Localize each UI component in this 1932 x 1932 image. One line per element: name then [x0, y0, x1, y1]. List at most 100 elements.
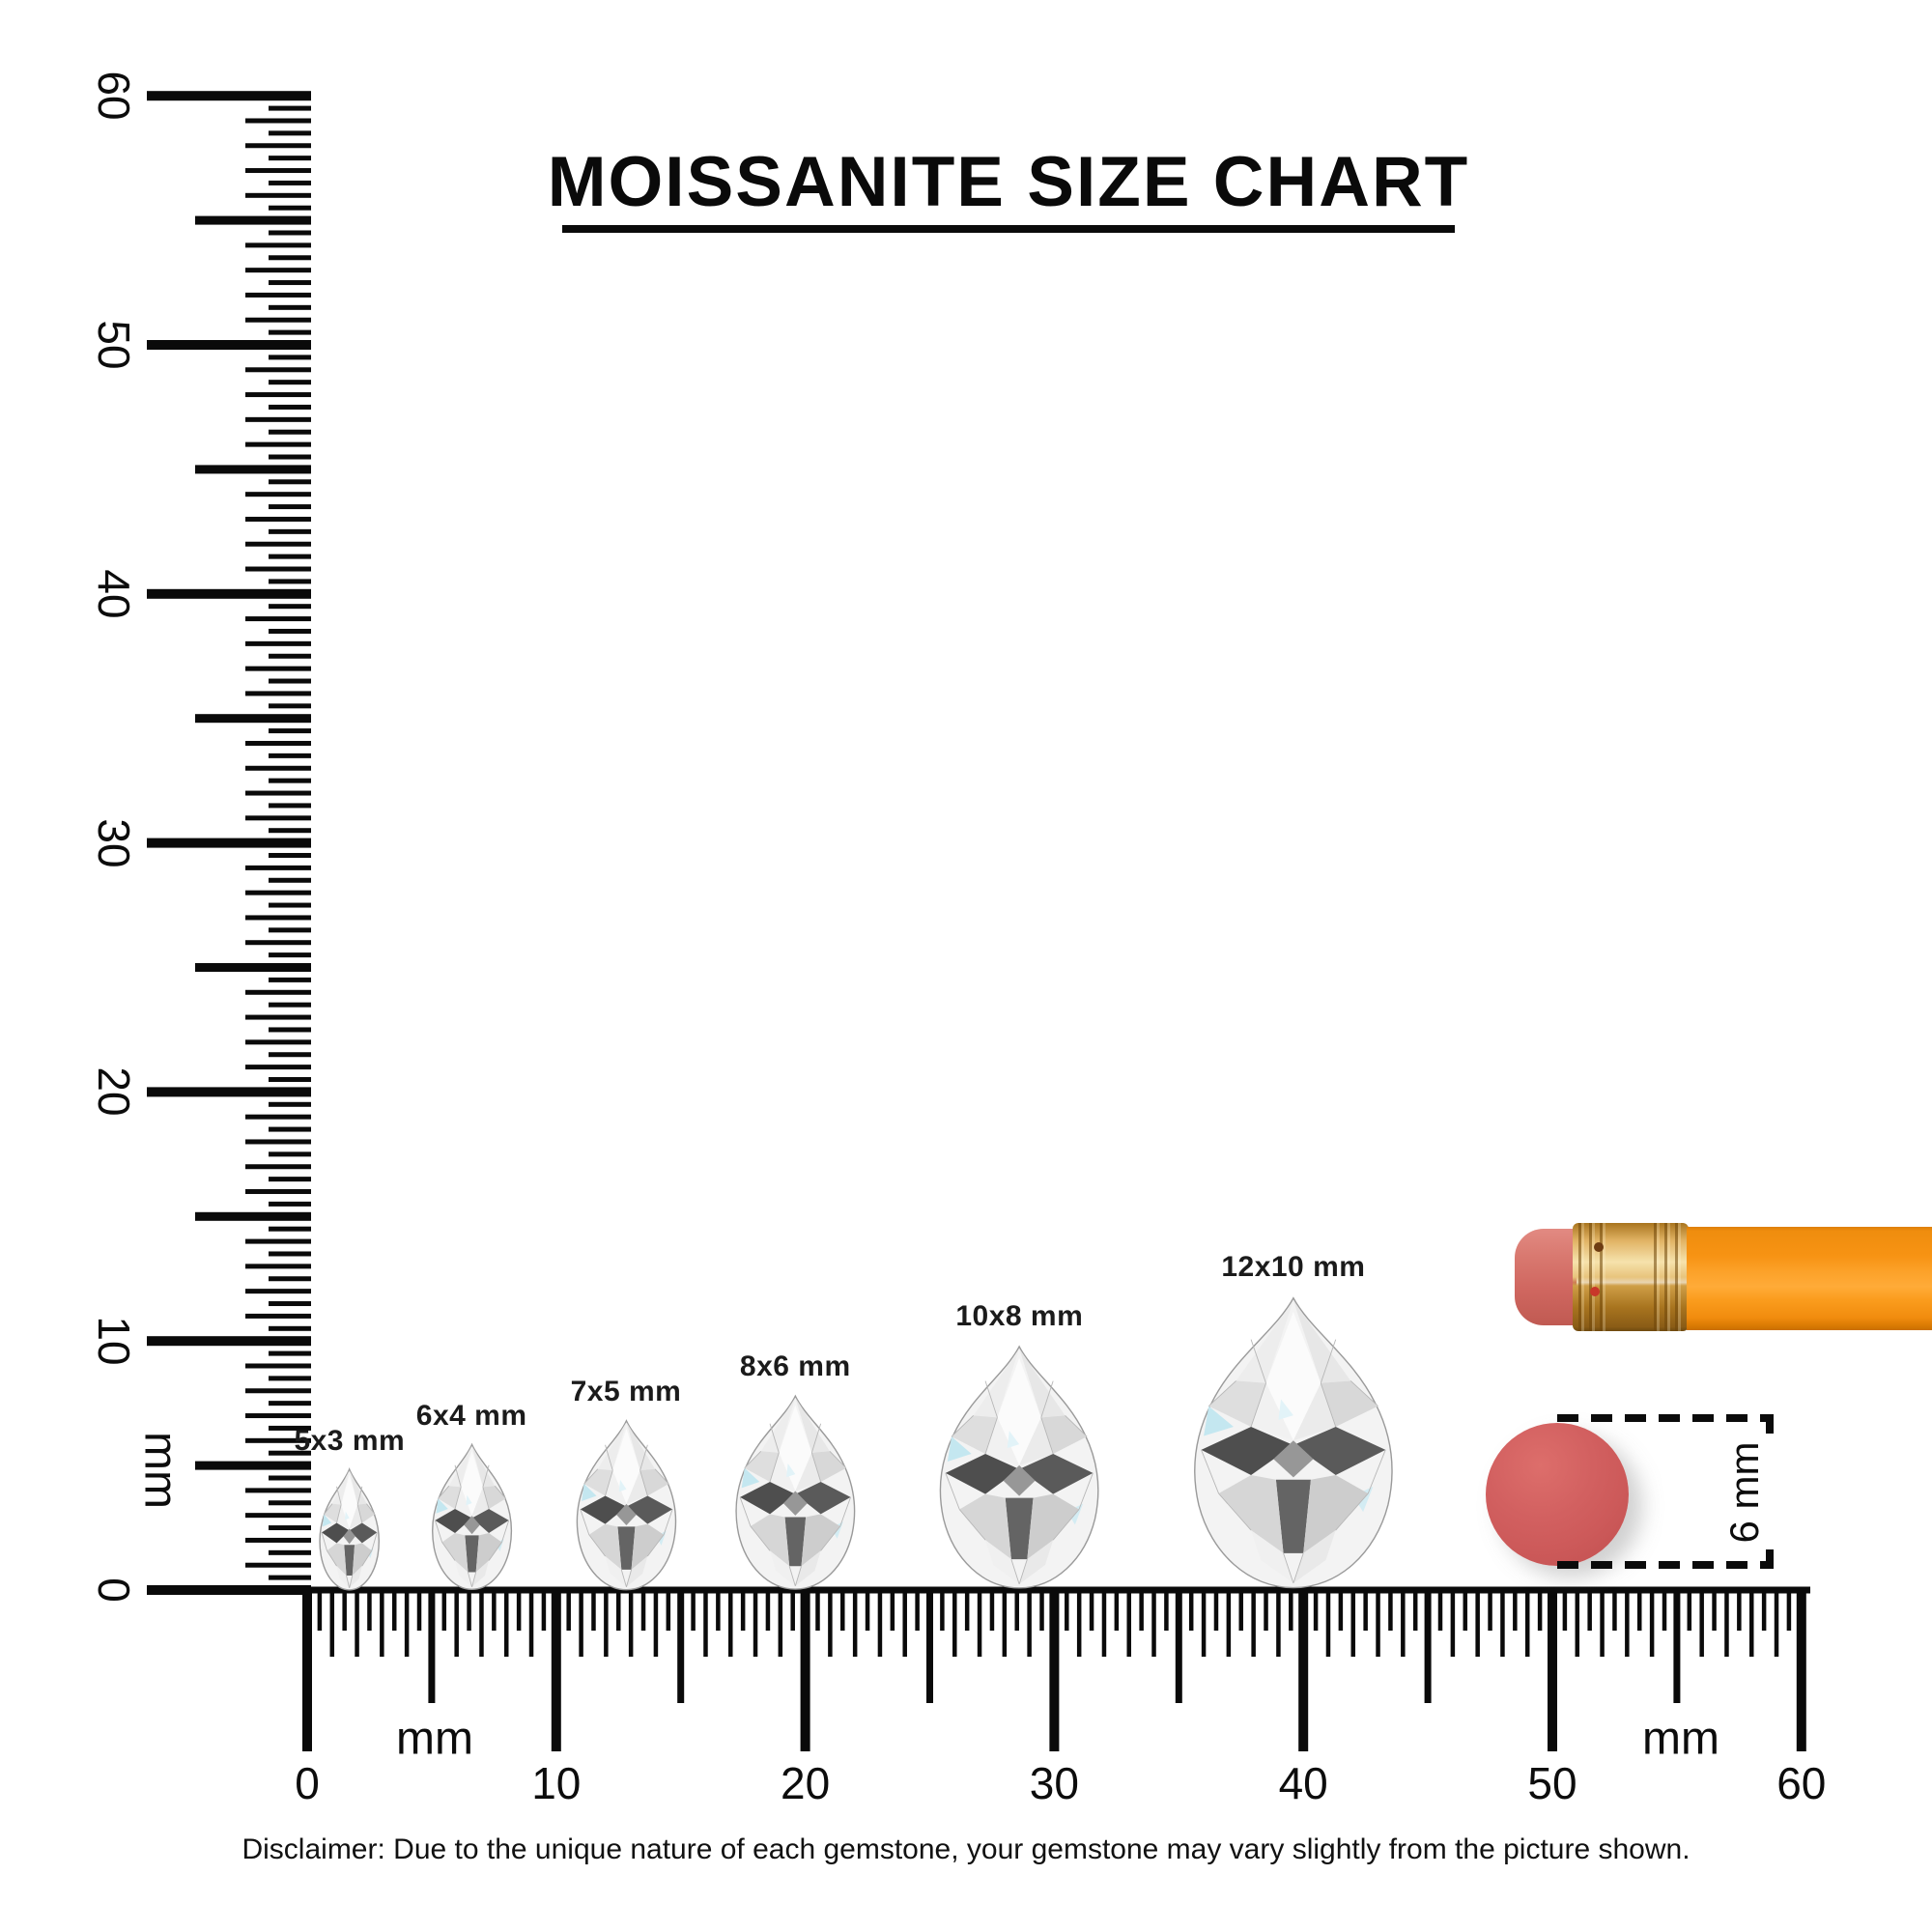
- h-tick-40.5: [1313, 1590, 1319, 1631]
- v-tick-27.5: [269, 902, 311, 908]
- v-tick-15.5: [269, 1201, 311, 1207]
- h-tick-46.5: [1463, 1590, 1468, 1631]
- pear-gem-10x8mm: [939, 1345, 1100, 1590]
- h-tick-52.5: [1612, 1590, 1617, 1631]
- pear-gem-7x5mm: [575, 1419, 676, 1591]
- h-tick-28: [1002, 1590, 1008, 1657]
- h-tick-5: [428, 1590, 436, 1703]
- vertical-ruler-label-10: 10: [89, 1316, 139, 1366]
- v-tick-34: [245, 740, 311, 746]
- v-tick-25.5: [269, 952, 311, 958]
- v-tick-19.5: [269, 1101, 311, 1107]
- h-tick-30: [1049, 1590, 1060, 1751]
- pear-gem-5x3mm: [319, 1468, 381, 1591]
- v-tick-1.5: [269, 1549, 311, 1555]
- v-tick-5.5: [269, 1450, 311, 1456]
- h-tick-44: [1401, 1590, 1406, 1657]
- horizontal-ruler-label-40: 40: [1278, 1758, 1328, 1808]
- h-tick-53.5: [1636, 1590, 1642, 1631]
- v-tick-40.5: [269, 579, 311, 584]
- v-tick-10: [147, 1336, 311, 1347]
- h-tick-2.5: [367, 1590, 372, 1631]
- v-tick-32: [245, 790, 311, 796]
- h-tick-31.5: [1089, 1590, 1094, 1631]
- h-tick-1.5: [342, 1590, 347, 1631]
- h-tick-38: [1251, 1590, 1256, 1657]
- h-tick-13: [628, 1590, 634, 1657]
- h-tick-7: [479, 1590, 484, 1657]
- v-tick-54: [245, 242, 311, 248]
- h-tick-1: [329, 1590, 335, 1657]
- h-tick-2: [355, 1590, 359, 1657]
- h-tick-47.5: [1488, 1590, 1492, 1631]
- v-tick-22: [245, 1039, 311, 1045]
- horizontal-ruler-label-20: 20: [781, 1758, 831, 1808]
- h-tick-58.5: [1761, 1590, 1767, 1631]
- horizontal-ruler-label-60: 60: [1776, 1758, 1827, 1808]
- h-tick-38.5: [1264, 1590, 1268, 1631]
- v-tick-12: [245, 1289, 311, 1294]
- disclaimer-text: Disclaimer: Due to the unique nature of …: [242, 1833, 1690, 1865]
- vertical-ruler-label-50: 50: [89, 320, 139, 370]
- h-tick-42.5: [1363, 1590, 1368, 1631]
- h-tick-37.5: [1238, 1590, 1243, 1631]
- v-tick-16.5: [269, 1177, 311, 1182]
- h-tick-36.5: [1213, 1590, 1219, 1631]
- h-tick-6.5: [467, 1590, 471, 1631]
- h-tick-32: [1101, 1590, 1107, 1657]
- gem-size-label-2: 7x5 mm: [570, 1375, 682, 1407]
- v-tick-13.5: [269, 1251, 311, 1257]
- horizontal-ruler-label-50: 50: [1527, 1758, 1577, 1808]
- v-tick-56.5: [269, 180, 311, 185]
- v-tick-45.5: [269, 454, 311, 460]
- v-tick-53.5: [269, 255, 311, 261]
- h-tick-17.5: [740, 1590, 746, 1631]
- v-tick-23: [245, 1014, 311, 1020]
- v-tick-0.5: [269, 1575, 311, 1580]
- v-tick-41.5: [269, 554, 311, 559]
- v-tick-46.5: [269, 429, 311, 435]
- h-tick-45.5: [1437, 1590, 1443, 1631]
- v-tick-40: [147, 588, 311, 599]
- v-tick-51: [245, 317, 311, 323]
- v-tick-42.5: [269, 528, 311, 534]
- h-tick-5.5: [441, 1590, 447, 1631]
- h-tick-9.5: [541, 1590, 547, 1631]
- h-tick-41.5: [1338, 1590, 1344, 1631]
- v-tick-30.5: [269, 828, 311, 834]
- h-tick-46: [1450, 1590, 1456, 1657]
- h-tick-18.5: [765, 1590, 771, 1631]
- h-tick-30.5: [1065, 1590, 1069, 1631]
- h-tick-11: [579, 1590, 583, 1657]
- v-tick-15: [195, 1211, 311, 1221]
- pear-gem-shape: [734, 1394, 856, 1590]
- eraser-diameter-label: 6 mm: [1721, 1441, 1767, 1544]
- h-tick-8.5: [516, 1590, 522, 1631]
- v-tick-2.5: [269, 1525, 311, 1531]
- v-tick-38.5: [269, 628, 311, 634]
- v-tick-6: [245, 1437, 311, 1443]
- h-tick-9: [528, 1590, 534, 1657]
- h-tick-39: [1276, 1590, 1281, 1657]
- h-tick-21.5: [840, 1590, 845, 1631]
- h-tick-21: [828, 1590, 833, 1657]
- v-tick-18.5: [269, 1126, 311, 1132]
- h-tick-56.5: [1712, 1590, 1717, 1631]
- vertical-ruler-unit-label: mm: [134, 1432, 186, 1509]
- v-tick-39: [245, 616, 311, 622]
- h-tick-55.5: [1687, 1590, 1692, 1631]
- v-tick-56: [245, 192, 311, 198]
- v-tick-25: [195, 963, 311, 972]
- v-tick-52.5: [269, 280, 311, 286]
- h-tick-50: [1548, 1590, 1557, 1751]
- v-tick-47.5: [269, 404, 311, 410]
- h-tick-49: [1524, 1590, 1530, 1657]
- h-tick-59.5: [1786, 1590, 1792, 1631]
- h-tick-14.5: [666, 1590, 671, 1631]
- measure-dash-top: [1557, 1414, 1774, 1422]
- v-tick-57.5: [269, 156, 311, 161]
- v-tick-21.5: [269, 1052, 311, 1058]
- h-tick-50.5: [1562, 1590, 1568, 1631]
- h-tick-45: [1424, 1590, 1432, 1703]
- v-tick-6.5: [269, 1425, 311, 1431]
